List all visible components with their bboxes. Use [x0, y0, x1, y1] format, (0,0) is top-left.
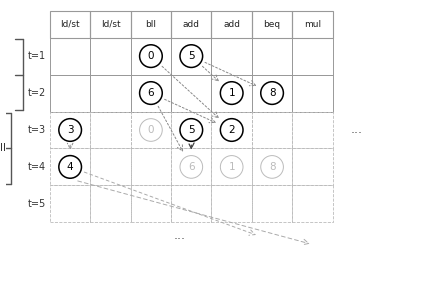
Bar: [50, 148, 91, 185]
Bar: [50, 74, 91, 111]
Text: add: add: [223, 20, 240, 29]
Text: ...: ...: [350, 123, 362, 136]
Bar: [91, 11, 131, 38]
Bar: [211, 74, 252, 111]
Bar: [171, 38, 211, 74]
Bar: [171, 148, 211, 185]
Bar: [252, 185, 292, 222]
Text: 4: 4: [67, 162, 74, 172]
Bar: [292, 11, 333, 38]
Text: t=2: t=2: [28, 88, 46, 98]
Text: 6: 6: [188, 162, 195, 172]
Text: 6: 6: [148, 88, 154, 98]
Bar: [211, 11, 252, 38]
Bar: [211, 111, 252, 148]
Bar: [50, 11, 91, 38]
Text: 1: 1: [228, 88, 235, 98]
Bar: [131, 38, 171, 74]
Bar: [91, 111, 131, 148]
Bar: [252, 38, 292, 74]
Text: 0: 0: [148, 51, 154, 61]
Bar: [50, 185, 91, 222]
Bar: [131, 111, 171, 148]
Bar: [171, 185, 211, 222]
Bar: [50, 38, 91, 74]
Text: t=4: t=4: [28, 162, 46, 172]
Bar: [252, 111, 292, 148]
Text: t=1: t=1: [28, 51, 46, 61]
Bar: [91, 74, 131, 111]
Text: t=5: t=5: [28, 199, 46, 209]
Bar: [292, 74, 333, 111]
Bar: [131, 185, 171, 222]
Text: 5: 5: [188, 125, 195, 135]
Bar: [292, 185, 333, 222]
Text: ...: ...: [173, 229, 185, 242]
Bar: [131, 148, 171, 185]
Bar: [131, 74, 171, 111]
Text: mul: mul: [304, 20, 321, 29]
Text: ld/st: ld/st: [101, 20, 120, 29]
Text: 8: 8: [269, 88, 275, 98]
Bar: [91, 185, 131, 222]
Bar: [91, 148, 131, 185]
Bar: [252, 148, 292, 185]
Bar: [292, 111, 333, 148]
Bar: [252, 11, 292, 38]
Text: 2: 2: [228, 125, 235, 135]
Bar: [292, 38, 333, 74]
Bar: [50, 111, 91, 148]
Bar: [211, 38, 252, 74]
Bar: [211, 148, 252, 185]
Text: 3: 3: [67, 125, 74, 135]
Text: beq: beq: [264, 20, 281, 29]
Text: 8: 8: [269, 162, 275, 172]
Bar: [292, 148, 333, 185]
Bar: [171, 11, 211, 38]
Bar: [252, 74, 292, 111]
Text: II: II: [0, 143, 5, 153]
Bar: [91, 38, 131, 74]
Bar: [171, 74, 211, 111]
Bar: [171, 111, 211, 148]
Text: 0: 0: [148, 125, 154, 135]
Bar: [211, 185, 252, 222]
Text: t=3: t=3: [28, 125, 46, 135]
Text: add: add: [183, 20, 200, 29]
Text: 5: 5: [188, 51, 195, 61]
Text: bll: bll: [145, 20, 157, 29]
Bar: [131, 11, 171, 38]
Text: ld/st: ld/st: [60, 20, 80, 29]
Text: 1: 1: [228, 162, 235, 172]
